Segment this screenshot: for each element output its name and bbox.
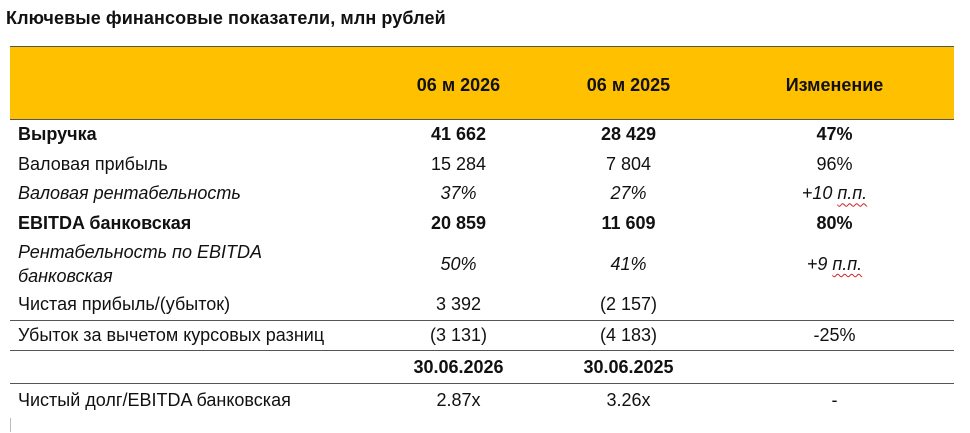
- row-value-2025: 7 804: [605, 153, 652, 174]
- row-change: 96%: [816, 153, 853, 174]
- row-change: -25%: [715, 319, 954, 351]
- table-row-revenue: Выручка 41 662 28 429 47%: [10, 120, 954, 150]
- row-label-line2: банковская: [18, 266, 113, 286]
- row-label-line1: Рентабельность по EBITDA: [18, 242, 262, 262]
- row-value-2025: 27%: [610, 183, 647, 204]
- row-value-2026: (3 131): [375, 319, 542, 351]
- change-unit-spellcheck: п.п.: [837, 183, 868, 204]
- header-cell-period-2025: 06 м 2025: [542, 46, 715, 120]
- row-label: EBITDA банковская: [18, 212, 192, 233]
- row-label: Выручка: [18, 124, 97, 145]
- row-value-2025: 41%: [610, 254, 647, 274]
- row-change: 47%: [816, 124, 853, 145]
- row-value-2025: (2 157): [599, 294, 658, 315]
- table-row-dates: 30.06.2026 30.06.2025: [10, 350, 954, 384]
- row-label: Убыток за вычетом курсовых разниц: [10, 319, 375, 351]
- table-row-gross-profit: Валовая прибыль 15 284 7 804 96%: [10, 150, 954, 180]
- row-value-2026: 41 662: [430, 124, 487, 145]
- table-row-ebitda: EBITDA банковская 20 859 11 609 80%: [10, 209, 954, 239]
- row-value-2026: 15 284: [430, 153, 487, 174]
- financial-indicators-table: 06 м 2026 06 м 2025 Изменение Выручка 41…: [10, 46, 954, 416]
- header-cell-period-2026: 06 м 2026: [375, 46, 542, 120]
- row-label: Валовая прибыль: [18, 153, 168, 174]
- table-bottom-edge: [10, 418, 955, 432]
- row-value-2026: 20 859: [430, 212, 487, 233]
- row-change: 80%: [816, 212, 853, 233]
- row-label: Чистая прибыль/(убыток): [18, 294, 231, 315]
- row-label: Чистый долг/EBITDA банковская: [18, 389, 291, 410]
- row-change: [715, 290, 954, 320]
- row-change: -: [831, 389, 838, 410]
- table-header-row: 06 м 2026 06 м 2025 Изменение: [10, 46, 954, 120]
- row-value-2026: 37%: [440, 183, 477, 204]
- table-row-loss-excl-fx: Убыток за вычетом курсовых разниц (3 131…: [10, 319, 954, 351]
- dates-cell-label: [10, 350, 375, 384]
- row-label: Валовая рентабельность: [18, 183, 241, 204]
- date-2026: 30.06.2026: [375, 350, 542, 384]
- change-value: +10: [801, 183, 838, 204]
- dates-cell-change: [715, 350, 954, 384]
- header-cell-change: Изменение: [715, 46, 954, 120]
- row-value-2025: 3.26x: [606, 389, 651, 410]
- row-label: Рентабельность по EBITDA банковская: [10, 238, 375, 290]
- change-value: +9: [806, 254, 833, 274]
- table-row-net-debt-ebitda: Чистый долг/EBITDA банковская 2.87x 3.26…: [10, 384, 954, 417]
- page-title: Ключевые финансовые показатели, млн рубл…: [6, 8, 446, 28]
- row-value-2025: 28 429: [600, 124, 657, 145]
- row-change: +10 п.п.: [715, 179, 954, 209]
- header-cell-label: [10, 46, 375, 120]
- row-value-2025: 11 609: [601, 212, 656, 233]
- row-value-2026: 2.87x: [436, 389, 481, 410]
- table-row-net-profit: Чистая прибыль/(убыток) 3 392 (2 157): [10, 290, 954, 320]
- row-change: +9 п.п.: [715, 238, 954, 290]
- row-value-2026: 50%: [440, 254, 477, 274]
- row-value-2026: 3 392: [435, 294, 482, 315]
- date-2025: 30.06.2025: [542, 350, 715, 384]
- table-row-gross-margin: Валовая рентабельность 37% 27% +10 п.п.: [10, 179, 954, 209]
- row-value-2025: (4 183): [542, 319, 715, 351]
- table-row-ebitda-margin: Рентабельность по EBITDA банковская 50% 4…: [10, 238, 954, 290]
- change-unit-spellcheck: п.п.: [832, 254, 863, 274]
